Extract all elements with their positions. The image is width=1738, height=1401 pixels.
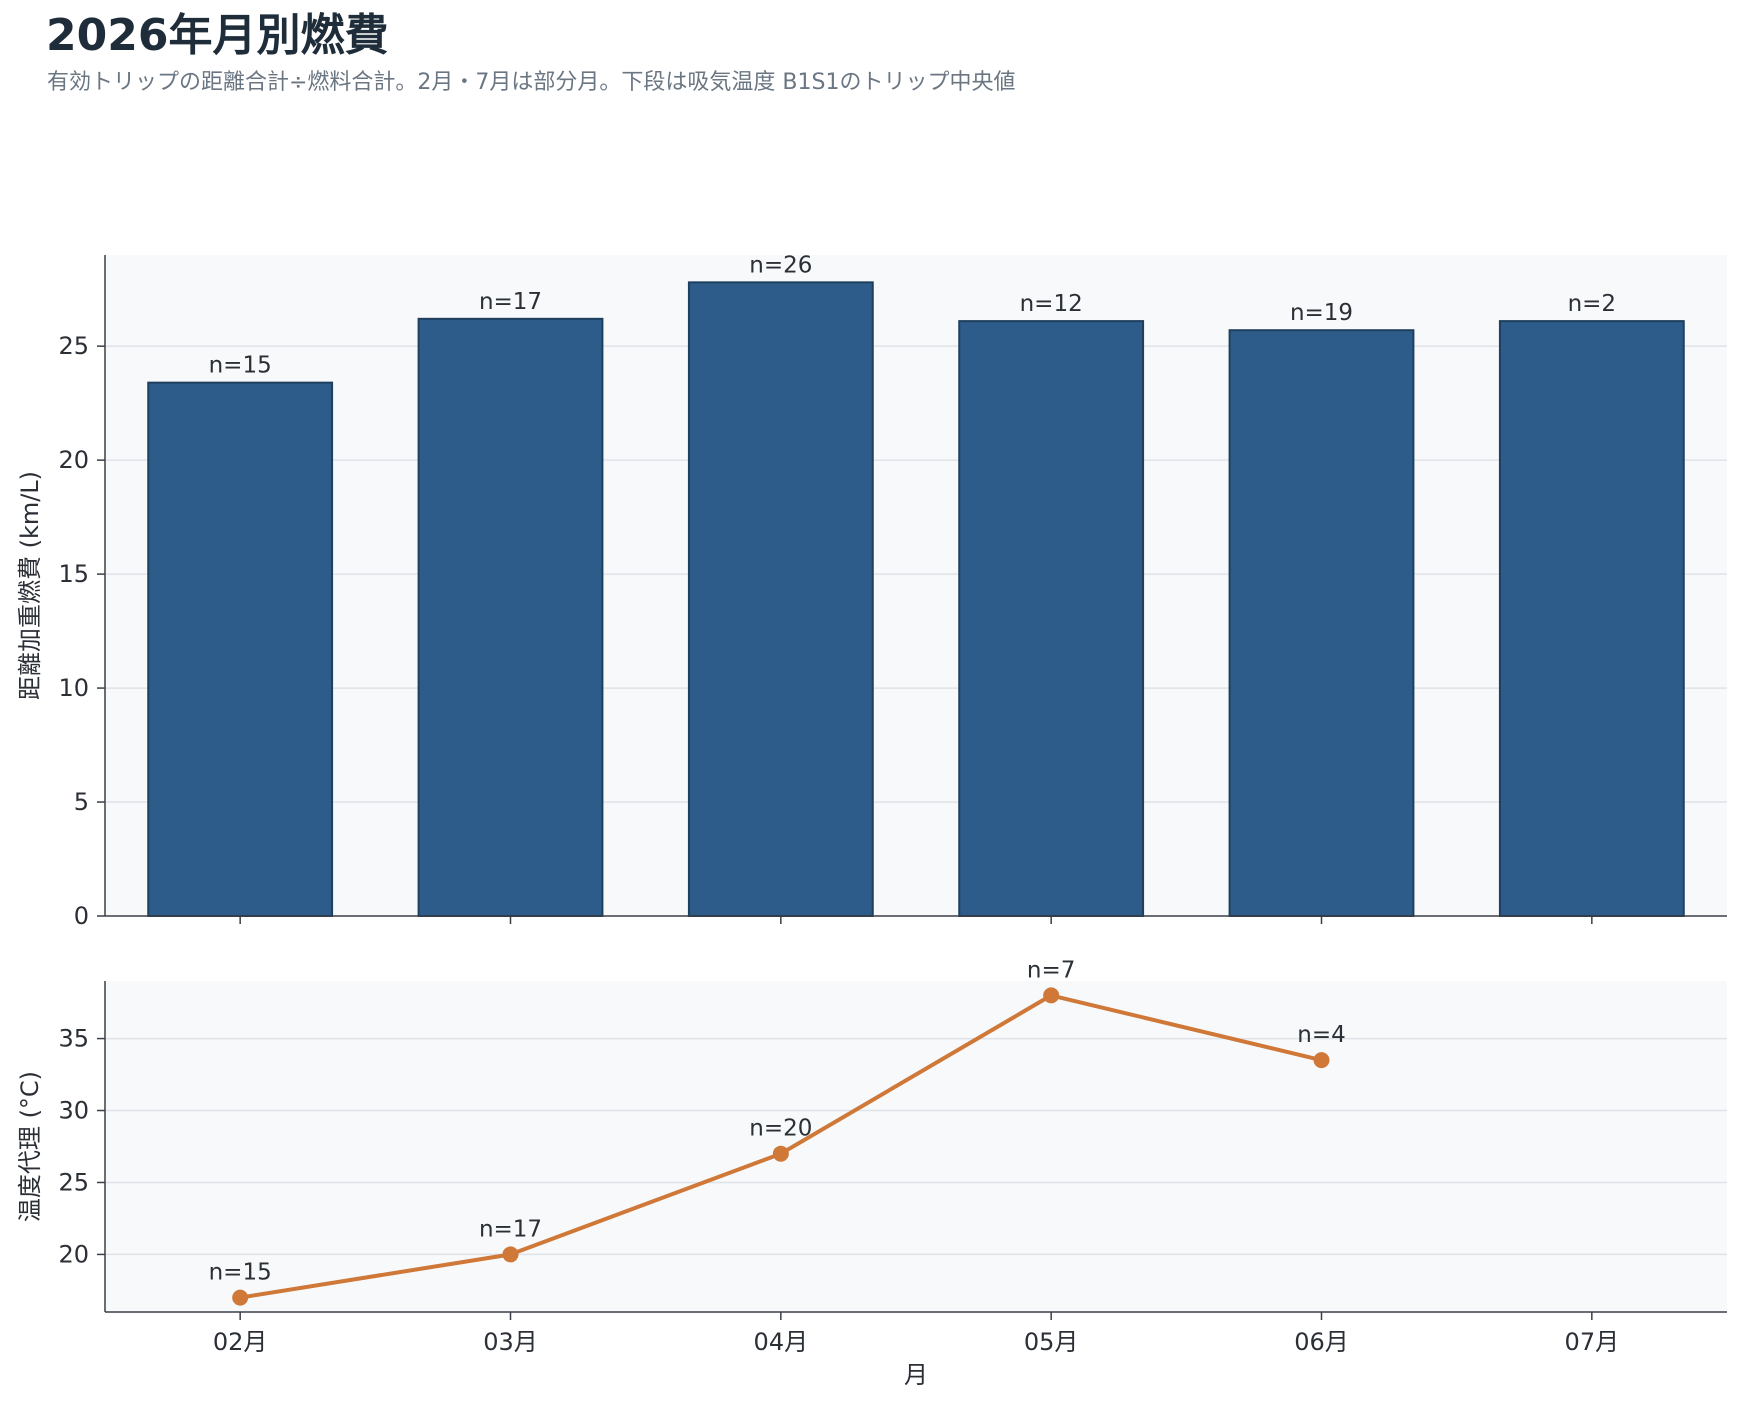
point-05月	[1043, 987, 1060, 1004]
bar-count-label: n=17	[479, 289, 542, 315]
bar-02月	[147, 381, 334, 918]
y-tick-label: 5	[74, 788, 89, 816]
point-03月	[502, 1246, 519, 1263]
chart-title: 2026年月別燃費	[46, 10, 389, 61]
y-tick-label: 25	[58, 332, 89, 360]
y-tick-label: 0	[74, 902, 89, 930]
bar-count-label: n=2	[1568, 291, 1616, 317]
bar-07月	[1498, 320, 1685, 918]
y-tick-label: 10	[58, 674, 89, 702]
x-tick-label: 07月	[1565, 1328, 1620, 1356]
y-tick-label: 20	[58, 446, 89, 474]
bar-03月	[417, 317, 604, 917]
bar-count-label: n=12	[1020, 291, 1083, 317]
point-count-label: n=20	[749, 1116, 812, 1142]
point-02月	[232, 1289, 249, 1306]
point-04月	[772, 1145, 789, 1162]
x-tick-label: 05月	[1024, 1328, 1079, 1356]
bar-count-label: n=19	[1290, 300, 1353, 326]
bar-count-label: n=26	[749, 252, 812, 278]
point-count-label: n=15	[209, 1260, 272, 1286]
x-tick-label: 04月	[754, 1328, 809, 1356]
x-axis-title: 月	[904, 1361, 928, 1389]
y-axis-title: 距離加重燃費 (km/L)	[16, 471, 44, 700]
y-tick-label: 25	[58, 1168, 89, 1196]
y-tick-label: 30	[58, 1097, 89, 1125]
y-tick-label: 15	[58, 560, 89, 588]
y-axis-title: 温度代理 (°C)	[16, 1071, 44, 1222]
chart-subtitle: 有効トリップの距離合計÷燃料合計。2月・7月は部分月。下段は吸気温度 B1S1の…	[47, 70, 1016, 95]
point-count-label: n=4	[1297, 1022, 1345, 1048]
x-tick-label: 06月	[1294, 1328, 1349, 1356]
point-count-label: n=7	[1027, 957, 1075, 983]
plot-background	[105, 981, 1727, 1312]
bar-04月	[687, 281, 874, 917]
bar-count-label: n=15	[209, 353, 272, 379]
y-tick-label: 35	[58, 1025, 89, 1053]
plot-background	[105, 255, 1727, 916]
point-count-label: n=17	[479, 1216, 542, 1242]
temperature-panel: 20 25 30 35 n=15 n=17 n=20 n=7 n=4 02月 03月 04月 05月 06…	[16, 957, 1727, 1389]
x-tick-label: 03月	[483, 1328, 538, 1356]
point-06月	[1313, 1052, 1330, 1069]
fuel-economy-panel: 0 5 10 15 20 25 n=15 n=17 n=26 n=12 n=19 n=2 距離加重燃費 …	[16, 252, 1727, 930]
bar-05月	[958, 320, 1145, 918]
x-tick-label: 02月	[213, 1328, 268, 1356]
y-tick-label: 20	[58, 1240, 89, 1268]
bar-06月	[1228, 329, 1415, 918]
